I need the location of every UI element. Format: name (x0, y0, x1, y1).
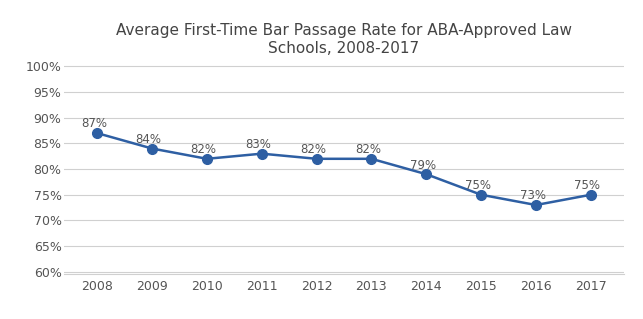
Text: 73%: 73% (520, 189, 545, 202)
Text: 82%: 82% (300, 143, 326, 156)
Text: 75%: 75% (574, 179, 601, 192)
Text: 82%: 82% (355, 143, 381, 156)
Text: 79%: 79% (410, 159, 436, 172)
Text: 87%: 87% (81, 117, 107, 130)
Title: Average First-Time Bar Passage Rate for ABA-Approved Law
Schools, 2008-2017: Average First-Time Bar Passage Rate for … (116, 23, 572, 56)
Text: 83%: 83% (245, 138, 271, 151)
Text: 84%: 84% (136, 133, 161, 146)
Text: 82%: 82% (190, 143, 217, 156)
Text: 75%: 75% (465, 179, 491, 192)
